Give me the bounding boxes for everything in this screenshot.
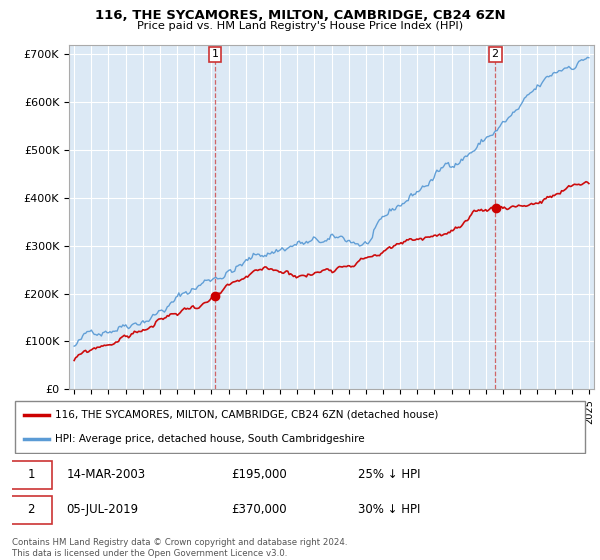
Text: 25% ↓ HPI: 25% ↓ HPI <box>358 468 420 481</box>
FancyBboxPatch shape <box>15 402 585 452</box>
Text: 14-MAR-2003: 14-MAR-2003 <box>67 468 146 481</box>
Text: 05-JUL-2019: 05-JUL-2019 <box>67 503 139 516</box>
Text: 1: 1 <box>27 468 35 481</box>
FancyBboxPatch shape <box>9 496 52 524</box>
Text: £195,000: £195,000 <box>231 468 287 481</box>
FancyBboxPatch shape <box>9 460 52 488</box>
Text: 116, THE SYCAMORES, MILTON, CAMBRIDGE, CB24 6ZN (detached house): 116, THE SYCAMORES, MILTON, CAMBRIDGE, C… <box>55 410 439 420</box>
Text: Contains HM Land Registry data © Crown copyright and database right 2024.
This d: Contains HM Land Registry data © Crown c… <box>12 538 347 558</box>
Text: HPI: Average price, detached house, South Cambridgeshire: HPI: Average price, detached house, Sout… <box>55 434 365 444</box>
Text: 2: 2 <box>491 49 499 59</box>
Text: 1: 1 <box>211 49 218 59</box>
Text: 2: 2 <box>27 503 35 516</box>
Text: £370,000: £370,000 <box>231 503 287 516</box>
Text: 30% ↓ HPI: 30% ↓ HPI <box>358 503 420 516</box>
Text: 116, THE SYCAMORES, MILTON, CAMBRIDGE, CB24 6ZN: 116, THE SYCAMORES, MILTON, CAMBRIDGE, C… <box>95 9 505 22</box>
Text: Price paid vs. HM Land Registry's House Price Index (HPI): Price paid vs. HM Land Registry's House … <box>137 21 463 31</box>
